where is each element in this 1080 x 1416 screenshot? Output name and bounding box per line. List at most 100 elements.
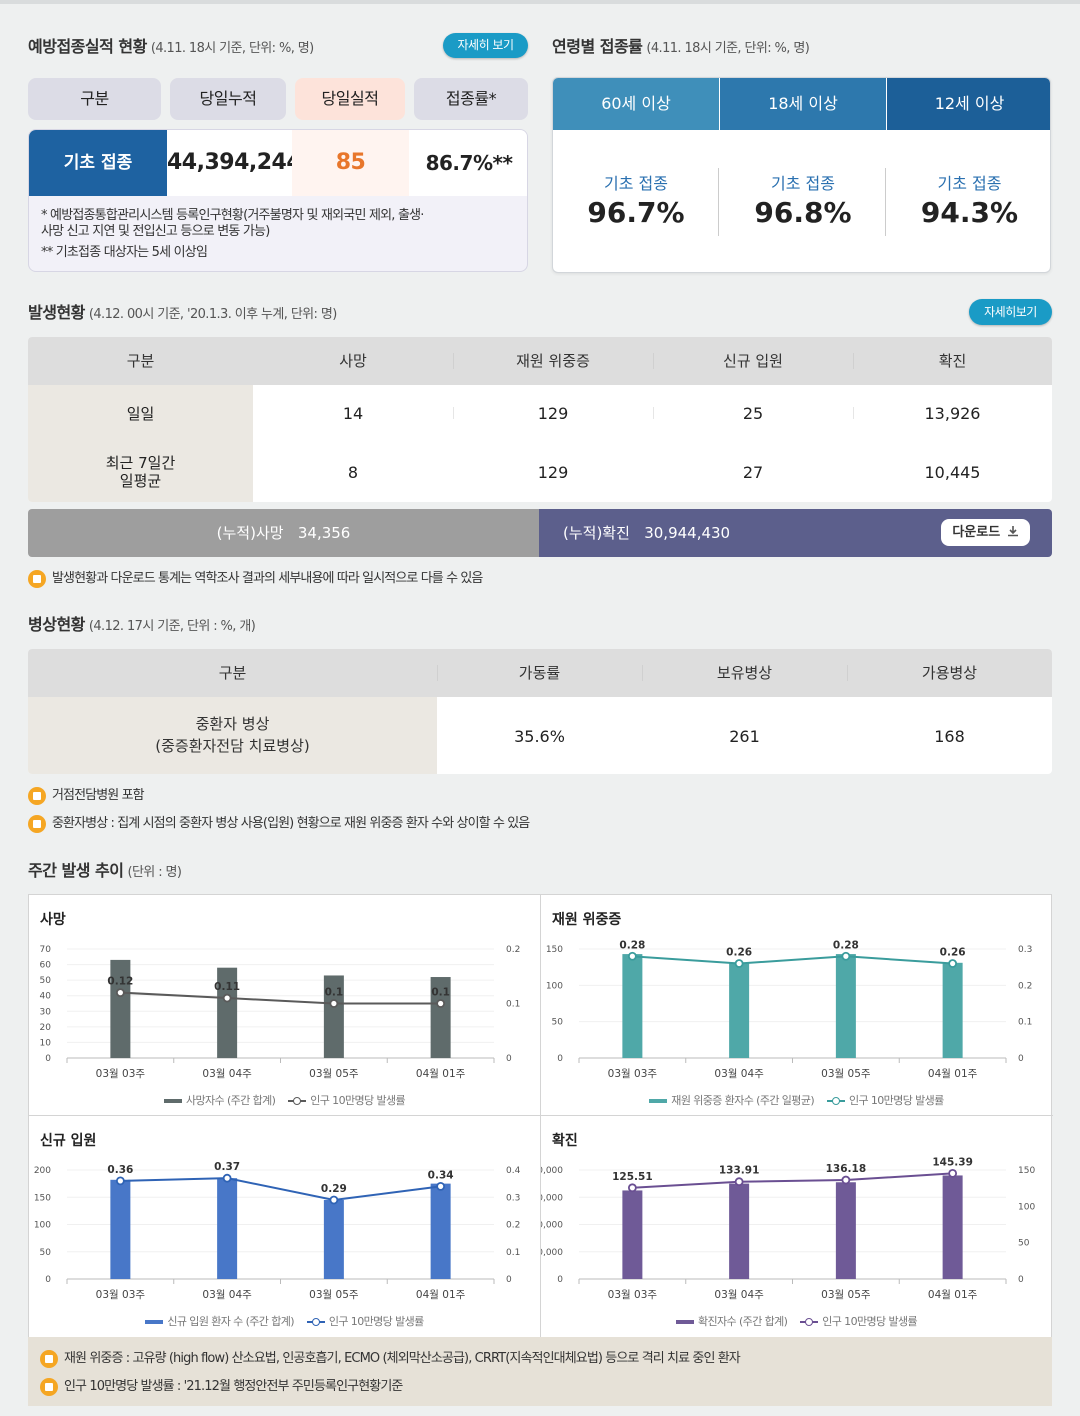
y-tick-label: 150 xyxy=(34,1193,51,1203)
y-tick-label: 50 xyxy=(552,1018,564,1028)
rate-data-label: 0.29 xyxy=(321,1183,347,1195)
top-divider xyxy=(0,0,1080,4)
chart-divider xyxy=(540,895,541,1337)
column-divider xyxy=(453,407,454,419)
rate-data-label: 125.51 xyxy=(612,1171,653,1183)
chart-critical: 재원 위중증 0 50 100 150 0 0.1 0.2 0.3 03월 03주 03월 04주… xyxy=(541,895,1052,1115)
bar xyxy=(323,975,344,1058)
chart-admission-svg: 0 50 100 150 200 0 0.1 0.2 0.3 0.4 03월 03주 03월 04주 0… xyxy=(34,1161,521,1301)
chart-critical-legend: 재원 위중증 환자수 (주간 일평균) 인구 10만명당 발생률 xyxy=(541,1092,1052,1108)
vaccination-table: 기초 접종 44,394,244 85 86.7%** * 예방접종통합관리시스… xyxy=(28,129,528,272)
x-tick-label: 03월 05주 xyxy=(309,1289,359,1301)
occurrence-note: 발생현황과 다운로드 통계는 역학조사 결과의 세부내용에 따라 일시적으로 다… xyxy=(28,567,483,588)
occurrence-header-confirmed: 확진 xyxy=(853,337,1052,385)
legend-bar-label: 사망자수 (주간 합계) xyxy=(186,1094,276,1107)
beds-header-owned: 보유병상 xyxy=(642,649,847,697)
y2-tick-label: 0.2 xyxy=(1018,981,1032,991)
speaker-icon xyxy=(40,1377,58,1396)
legend-line-swatch xyxy=(288,1097,307,1105)
y-tick-label: 70 xyxy=(40,945,52,955)
legend-bar-label: 재원 위중증 환자수 (주간 일평균) xyxy=(671,1094,815,1107)
chart-confirmed-legend: 확진자수 (주간 합계) 인구 10만명당 발생률 xyxy=(541,1313,1052,1329)
age-12-plus-rate: 기초 접종 94.3% xyxy=(887,130,1050,272)
rate-data-label: 0.34 xyxy=(428,1169,454,1181)
tab-60-plus[interactable]: 60세 이상 xyxy=(553,78,719,130)
y-tick-label: 40,000 xyxy=(541,1221,563,1231)
y-tick-label: 200 xyxy=(34,1166,51,1176)
chart-confirmed-svg: 0 20,000 40,000 60,000 80,000 0 50 100 150 03월 03… xyxy=(541,1156,1035,1301)
chart-critical-title: 재원 위중증 xyxy=(552,912,622,928)
row-daily-label: 일일 xyxy=(126,405,155,423)
daily-death: 14 xyxy=(342,404,364,423)
chart-death-legend: 사망자수 (주간 합계) 인구 10만명당 발생률 xyxy=(29,1092,540,1108)
bar xyxy=(729,1183,750,1279)
beds-note-2-text: 중환자병상 : 집계 시점의 중환자 병상 사용(입원) 현황으로 재원 위중증… xyxy=(52,816,530,831)
legend-line-label: 인구 10만명당 발생률 xyxy=(822,1315,917,1328)
basic-vaccination-label: 기초 접종 xyxy=(29,130,167,196)
beds-subtitle: (4.12. 17시 기준, 단위 : %, 개) xyxy=(88,619,256,634)
tab-18-plus[interactable]: 18세 이상 xyxy=(720,78,886,130)
chart-admission-title: 신규 입원 xyxy=(40,1133,97,1149)
occurrence-title: 발생현황 xyxy=(28,303,85,322)
column-divider xyxy=(437,665,438,681)
rate-point xyxy=(222,993,232,1003)
rate-line xyxy=(120,991,441,1005)
speaker-icon xyxy=(40,1349,58,1368)
occurrence-subtitle: (4.12. 00시 기준, '20.1.3. 이후 누계, 단위: 명) xyxy=(88,307,337,322)
cumulative-confirmed-value: 30,944,430 xyxy=(644,524,731,542)
rate-line xyxy=(632,1172,953,1189)
vaccination-section-title: 예방접종실적 현황 (4.11. 18시 기준, 단위: %, 명) xyxy=(28,33,314,57)
bar xyxy=(729,962,750,1058)
y2-tick-label: 0 xyxy=(506,1275,512,1285)
bar xyxy=(835,954,856,1058)
y2-tick-label: 0.1 xyxy=(1018,1018,1032,1028)
legend-bar-swatch xyxy=(649,1099,668,1103)
rate-point xyxy=(627,951,637,961)
beds-row-label-line2: (중증환자전담 치료병상) xyxy=(155,737,310,755)
column-divider xyxy=(853,353,854,369)
vaccination-note-1: * 예방접종통합관리시스템 등록인구현황(거주불명자 및 재외국민 제외, 출생… xyxy=(41,208,424,223)
occurrence-label-column xyxy=(28,385,253,502)
vaccination-header-cumulative: 당일누적 xyxy=(170,78,286,120)
download-label: 다운로드 xyxy=(952,525,1001,540)
y2-tick-label: 0.2 xyxy=(506,945,520,955)
beds-row-label-line1: 중환자 병상 xyxy=(195,715,270,733)
y2-tick-label: 0.2 xyxy=(506,1221,520,1231)
row-weekly-avg-label-line1: 최근 7일간 xyxy=(105,454,176,472)
bar xyxy=(622,1190,643,1279)
vaccination-header-category: 구분 xyxy=(28,78,161,120)
occurrence-detail-button[interactable]: 자세히보기 xyxy=(969,299,1052,325)
y-tick-label: 60,000 xyxy=(541,1193,563,1203)
rate-data-label: 0.26 xyxy=(940,947,966,959)
chart-admission: 신규 입원 0 50 100 150 200 0 0.1 0.2 0.3 0.4 03월 03주 03… xyxy=(29,1116,540,1336)
weekly-footnote-2-text: 인구 10만명당 발생률 : '21.12월 행정안전부 주민등록인구현황기준 xyxy=(64,1379,403,1394)
rate-data-label: 0.28 xyxy=(619,939,645,951)
y-tick-label: 0 xyxy=(557,1054,563,1064)
vaccination-note-1b: 사망 신고 지연 및 전입신고 등으로 변동 가능) xyxy=(41,224,270,239)
column-divider xyxy=(853,407,854,419)
download-button[interactable]: 다운로드 xyxy=(941,519,1030,546)
bar xyxy=(622,954,643,1058)
beds-note-2: 중환자병상 : 집계 시점의 중환자 병상 사용(입원) 현황으로 재원 위중증… xyxy=(28,812,530,833)
bar xyxy=(942,962,963,1058)
bar xyxy=(110,959,131,1058)
chart-confirmed-title: 확진 xyxy=(552,1133,578,1149)
y-tick-label: 50 xyxy=(40,976,52,986)
y2-tick-label: 0.4 xyxy=(506,1166,521,1176)
bar xyxy=(430,1183,451,1279)
x-tick-label: 03월 03주 xyxy=(608,1289,658,1301)
rate-data-label: 0.26 xyxy=(726,947,752,959)
bar xyxy=(217,967,238,1058)
beds-note-1-text: 거점전담병원 포함 xyxy=(52,788,145,803)
cumulative-death-bar: (누적)사망 34,356 xyxy=(28,509,539,557)
occurrence-header-category: 구분 xyxy=(28,337,253,385)
y-tick-label: 10 xyxy=(40,1038,52,1048)
y-tick-label: 20 xyxy=(40,1023,52,1033)
rate-point xyxy=(734,1177,744,1187)
tab-12-plus[interactable]: 12세 이상 xyxy=(887,78,1050,130)
weekly-avg-critical: 129 xyxy=(537,463,569,482)
vaccination-detail-button[interactable]: 자세히 보기 xyxy=(443,33,528,58)
chart-confirmed: 확진 0 20,000 40,000 60,000 80,000 0 50 100 150 03월… xyxy=(541,1116,1052,1336)
y-tick-label: 0 xyxy=(45,1275,51,1285)
x-tick-label: 03월 03주 xyxy=(96,1289,146,1301)
